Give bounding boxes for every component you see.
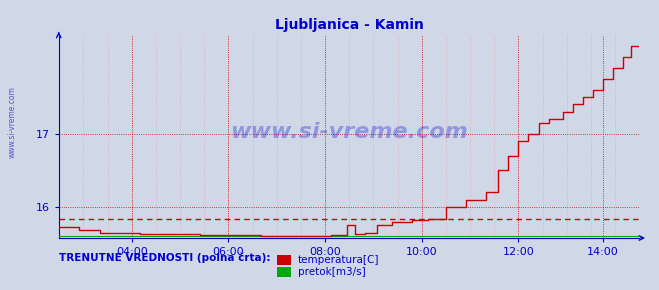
- Text: pretok[m3/s]: pretok[m3/s]: [298, 267, 366, 277]
- Title: Ljubljanica - Kamin: Ljubljanica - Kamin: [275, 18, 424, 32]
- Text: temperatura[C]: temperatura[C]: [298, 255, 380, 265]
- Text: www.si-vreme.com: www.si-vreme.com: [231, 122, 468, 142]
- Text: www.si-vreme.com: www.si-vreme.com: [8, 86, 17, 158]
- Text: TRENUTNE VREDNOSTI (polna črta):: TRENUTNE VREDNOSTI (polna črta):: [59, 253, 271, 263]
